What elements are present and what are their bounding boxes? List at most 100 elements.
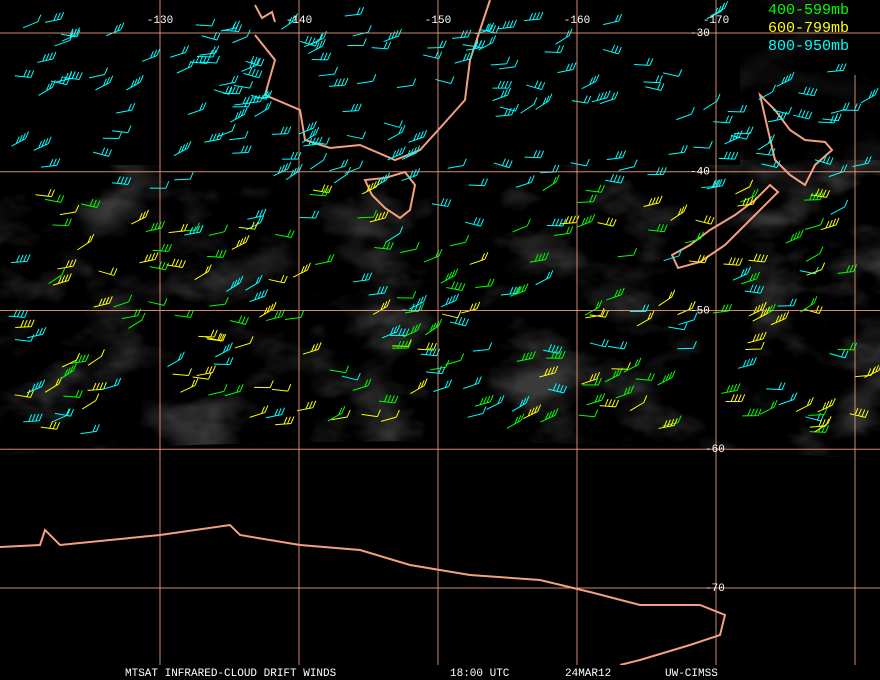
wind-barb xyxy=(312,184,333,194)
wind-barb xyxy=(798,86,818,97)
wind-barb xyxy=(606,287,625,301)
wind-barb xyxy=(433,379,453,392)
footer-text: 18:00 UTC xyxy=(450,668,510,680)
wind-barb xyxy=(44,11,65,23)
wind-barb xyxy=(759,399,778,415)
wind-barb xyxy=(490,56,511,66)
wind-barb xyxy=(695,215,715,225)
wind-barb xyxy=(176,59,195,74)
wind-barb xyxy=(87,382,107,391)
wind-barb xyxy=(497,19,517,30)
wind-barb xyxy=(478,35,497,51)
wind-barb xyxy=(77,233,95,251)
wind-barb xyxy=(48,267,66,285)
wind-barb xyxy=(547,383,568,394)
wind-barb xyxy=(297,400,317,412)
wind-barb xyxy=(827,63,847,73)
wind-barb xyxy=(302,342,322,355)
wind-barb xyxy=(315,254,335,266)
footer: MTSAT INFRARED-CLOUD DRIFT WINDS 18:00 UT… xyxy=(0,665,880,680)
wind-barb xyxy=(546,350,566,359)
wind-barb xyxy=(216,123,236,138)
wind-barb xyxy=(112,125,132,134)
wind-barb xyxy=(299,35,319,47)
wind-barb xyxy=(93,296,113,308)
wind-barb xyxy=(658,289,676,307)
wind-barb xyxy=(102,377,122,390)
wind-barb xyxy=(740,188,759,203)
wind-barb xyxy=(486,395,505,410)
wind-barb xyxy=(757,134,775,151)
wind-barb xyxy=(688,254,709,264)
wind-barb xyxy=(864,364,880,378)
wind-barb xyxy=(219,75,239,86)
wind-barb xyxy=(141,48,161,62)
wind-barb xyxy=(116,102,136,114)
wind-barb xyxy=(254,380,274,389)
wind-barb xyxy=(198,329,218,338)
wind-barb xyxy=(808,407,828,416)
wind-barb xyxy=(582,377,602,386)
wind-barb xyxy=(401,145,421,160)
wind-barb xyxy=(734,126,754,135)
longitude-label: -150 xyxy=(425,15,451,27)
wind-barb xyxy=(40,421,61,430)
wind-barb xyxy=(392,340,412,349)
wind-barb xyxy=(372,172,391,189)
wind-barb xyxy=(657,370,676,386)
wind-barb xyxy=(275,416,295,426)
wind-barb xyxy=(447,158,467,169)
wind-barb xyxy=(737,196,757,207)
wind-barb xyxy=(703,93,721,111)
wind-barb xyxy=(748,253,768,263)
wind-barb xyxy=(259,301,277,318)
wind-barb xyxy=(298,120,317,135)
latitude-label: -50 xyxy=(690,305,710,317)
wind-barb xyxy=(374,241,394,250)
wind-barb xyxy=(149,181,170,189)
wind-barb xyxy=(346,131,367,140)
graticule: -130 -140 -150 -160 -170-30 -40 -50 -60 -70 xyxy=(0,0,880,665)
wind-barb xyxy=(368,285,388,296)
wind-barb xyxy=(229,315,249,325)
wind-barb xyxy=(809,424,830,433)
wind-barb xyxy=(59,363,77,380)
wind-barb xyxy=(636,310,655,327)
wind-barb xyxy=(793,109,813,120)
wind-barb xyxy=(285,163,303,181)
wind-barb xyxy=(578,409,599,418)
wind-barb xyxy=(15,319,35,329)
wind-barb xyxy=(597,217,617,227)
wind-barb xyxy=(271,126,292,135)
wind-barb xyxy=(417,342,437,351)
wind-barb xyxy=(523,404,542,420)
wind-barb xyxy=(540,408,559,423)
wind-barb xyxy=(745,341,765,351)
wind-barb xyxy=(249,289,269,303)
wind-barb xyxy=(633,57,654,66)
wind-barb xyxy=(748,301,767,317)
wind-barb xyxy=(271,383,292,392)
wind-barb xyxy=(389,328,410,337)
wind-barb xyxy=(149,261,169,271)
wind-barb xyxy=(468,178,489,187)
wind-barb xyxy=(758,84,776,101)
wind-barb xyxy=(570,158,590,167)
wind-barb xyxy=(693,140,713,149)
wind-barb xyxy=(677,301,696,316)
wind-barb xyxy=(515,175,535,188)
latitude-label: -40 xyxy=(690,167,710,179)
wind-barb xyxy=(723,257,743,266)
wind-barb xyxy=(35,188,55,198)
wind-barb xyxy=(576,213,596,228)
wind-barb xyxy=(581,74,600,90)
wind-barb xyxy=(732,266,751,281)
wind-barb xyxy=(463,376,482,389)
wind-barb xyxy=(524,150,545,159)
wind-barb xyxy=(167,351,185,368)
wind-barb xyxy=(778,392,798,406)
wind-barb xyxy=(544,45,565,53)
wind-barb xyxy=(308,38,326,55)
wind-barb xyxy=(589,338,609,348)
wind-barb xyxy=(684,231,704,244)
